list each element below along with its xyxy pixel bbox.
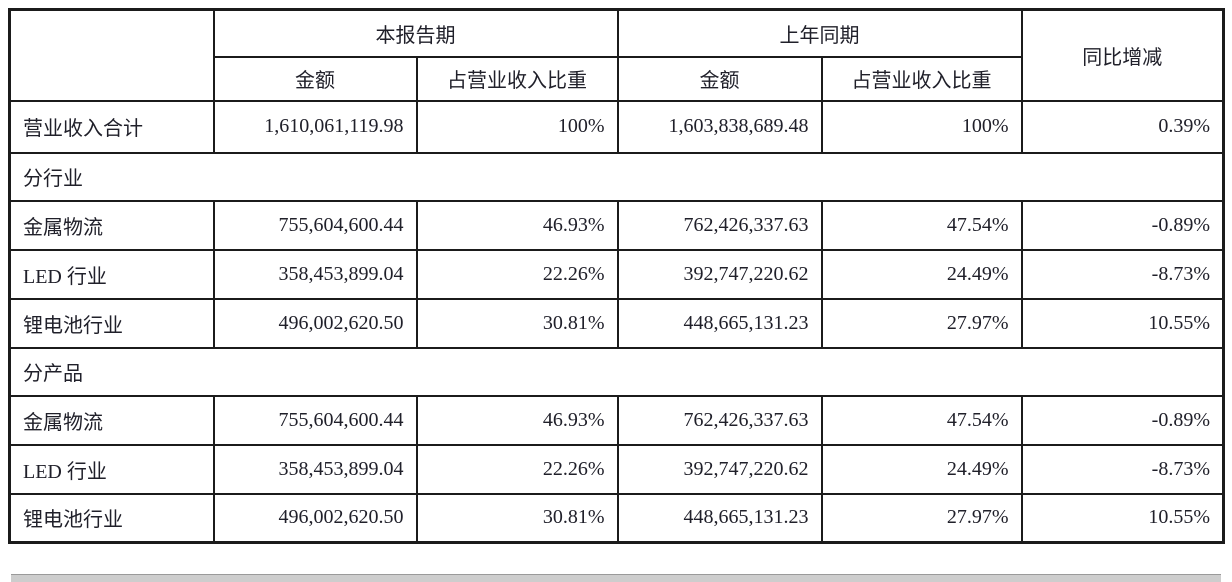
prior-amount-cell: 448,665,131.23 [616, 297, 823, 349]
yoy-cell: 0.39% [1020, 99, 1225, 154]
current-amount-cell: 496,002,620.50 [212, 492, 418, 544]
row-label: 锂电池行业 [8, 492, 215, 544]
prior-pct-cell: 27.97% [820, 297, 1023, 349]
yoy-cell: 10.55% [1020, 492, 1225, 544]
row-lithium-battery-industry: 锂电池行业 496,002,620.50 30.81% 448,665,131.… [8, 297, 1225, 349]
prior-amount-cell: 392,747,220.62 [616, 248, 823, 300]
current-amount-cell: 358,453,899.04 [212, 248, 418, 300]
prior-pct-cell: 24.49% [820, 443, 1023, 495]
current-pct-header: 占营业收入比重 [415, 55, 619, 102]
yoy-cell: -8.73% [1020, 443, 1225, 495]
yoy-cell: -8.73% [1020, 248, 1225, 300]
section-label: 分产品 [8, 346, 1225, 397]
prior-pct-cell: 100% [820, 99, 1023, 154]
row-label: 锂电池行业 [8, 297, 215, 349]
prior-amount-cell: 1,603,838,689.48 [616, 99, 823, 154]
row-metal-logistics-industry: 金属物流 755,604,600.44 46.93% 762,426,337.6… [8, 199, 1225, 251]
yoy-cell: 10.55% [1020, 297, 1225, 349]
row-total-revenue: 营业收入合计 1,610,061,119.98 100% 1,603,838,6… [8, 99, 1225, 154]
current-pct-cell: 46.93% [415, 199, 619, 251]
partial-next-row [11, 574, 1221, 582]
prior-amount-cell: 448,665,131.23 [616, 492, 823, 544]
yoy-change-header: 同比增减 [1020, 8, 1225, 102]
current-amount-cell: 358,453,899.04 [212, 443, 418, 495]
prior-pct-cell: 27.97% [820, 492, 1023, 544]
yoy-cell: -0.89% [1020, 199, 1225, 251]
section-row-by-product: 分产品 [8, 346, 1225, 397]
prior-pct-cell: 47.54% [820, 199, 1023, 251]
prior-pct-cell: 47.54% [820, 394, 1023, 446]
current-amount-cell: 755,604,600.44 [212, 394, 418, 446]
row-label: LED 行业 [8, 443, 215, 495]
row-metal-logistics-product: 金属物流 755,604,600.44 46.93% 762,426,337.6… [8, 394, 1225, 446]
section-row-by-industry: 分行业 [8, 151, 1225, 202]
yoy-cell: -0.89% [1020, 394, 1225, 446]
current-amount-cell: 1,610,061,119.98 [212, 99, 418, 154]
row-label: 金属物流 [8, 199, 215, 251]
section-label: 分行业 [8, 151, 1225, 202]
prior-amount-cell: 392,747,220.62 [616, 443, 823, 495]
corner-cell [8, 8, 215, 102]
row-lithium-battery-product: 锂电池行业 496,002,620.50 30.81% 448,665,131.… [8, 492, 1225, 544]
row-led-product: LED 行业 358,453,899.04 22.26% 392,747,220… [8, 443, 1225, 495]
current-amount-cell: 755,604,600.44 [212, 199, 418, 251]
current-pct-cell: 46.93% [415, 394, 619, 446]
prior-amount-header: 金额 [616, 55, 823, 102]
current-amount-header: 金额 [212, 55, 418, 102]
current-period-header: 本报告期 [212, 8, 619, 58]
revenue-breakdown-table: 本报告期 上年同期 同比增减 金额 占营业收入比重 金额 占营业收入比重 营业收… [8, 8, 1225, 544]
current-pct-cell: 22.26% [415, 248, 619, 300]
current-pct-cell: 100% [415, 99, 619, 154]
prior-pct-header: 占营业收入比重 [820, 55, 1023, 102]
row-label: 营业收入合计 [8, 99, 215, 154]
current-pct-cell: 30.81% [415, 492, 619, 544]
current-amount-cell: 496,002,620.50 [212, 297, 418, 349]
row-led-industry: LED 行业 358,453,899.04 22.26% 392,747,220… [8, 248, 1225, 300]
row-label: LED 行业 [8, 248, 215, 300]
prior-amount-cell: 762,426,337.63 [616, 199, 823, 251]
header-row-periods: 本报告期 上年同期 同比增减 [8, 8, 1225, 102]
prior-amount-cell: 762,426,337.63 [616, 394, 823, 446]
row-label: 金属物流 [8, 394, 215, 446]
current-pct-cell: 30.81% [415, 297, 619, 349]
header-row-measures: 金额 占营业收入比重 金额 占营业收入比重 [10, 55, 1224, 102]
prior-pct-cell: 24.49% [820, 248, 1023, 300]
current-pct-cell: 22.26% [415, 443, 619, 495]
prior-period-header: 上年同期 [616, 8, 1023, 58]
